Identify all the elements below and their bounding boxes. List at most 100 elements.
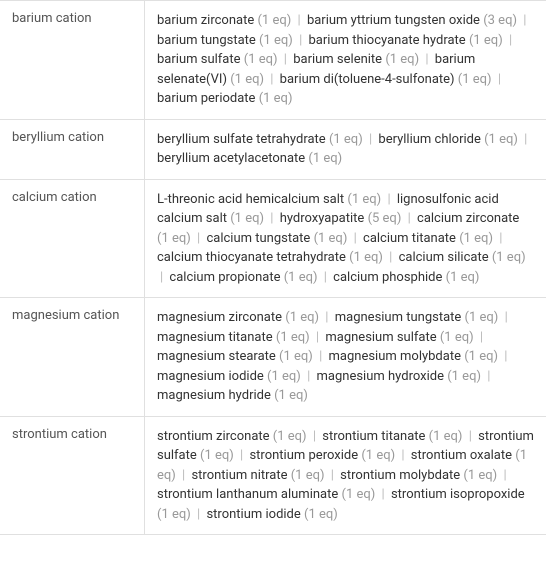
compound-eq: (1 eq) [458, 72, 492, 87]
compound-eq: (1 eq) [361, 448, 395, 463]
separator: | [505, 310, 508, 325]
separator: | [197, 507, 200, 522]
compound-eq: (1 eq) [304, 507, 338, 522]
separator: | [524, 132, 527, 147]
compound-name: hydroxyapatite [280, 211, 365, 226]
compound-eq: (1 eq) [484, 132, 518, 147]
compound-name: calcium phosphide [333, 270, 442, 285]
compounds-cell: barium zirconate (1 eq) | barium yttrium… [145, 1, 546, 119]
separator: | [307, 369, 310, 384]
compound-eq: (1 eq) [447, 369, 481, 384]
compound-eq: (3 eq) [483, 13, 517, 28]
separator: | [469, 429, 472, 444]
separator: | [401, 448, 404, 463]
compound-name: barium tungstate [157, 33, 256, 48]
separator: | [487, 369, 490, 384]
compound-name: barium periodate [157, 91, 255, 106]
compound-eq: (1 eq) [279, 349, 313, 364]
separator: | [480, 330, 483, 345]
separator: | [425, 52, 428, 67]
compound-name: strontium nitrate [191, 468, 287, 483]
table-row: magnesium cationmagnesium zirconate (1 e… [0, 298, 546, 417]
compound-name: magnesium hydride [157, 388, 271, 403]
compound-eq: (5 eq) [368, 211, 402, 226]
compound-name: calcium tungstate [206, 231, 310, 246]
compound-name: calcium titanate [363, 231, 456, 246]
separator: | [331, 468, 334, 483]
separator: | [298, 13, 301, 28]
compound-eq: (1 eq) [273, 429, 307, 444]
separator: | [313, 429, 316, 444]
compound-name: calcium propionate [169, 270, 280, 285]
compound-eq: (1 eq) [274, 388, 308, 403]
separator: | [509, 33, 512, 48]
compound-name: beryllium acetylacetonate [157, 151, 305, 166]
compound-name: strontium zirconate [157, 429, 270, 444]
separator: | [354, 231, 357, 246]
separator: | [316, 330, 319, 345]
compound-eq: (1 eq) [308, 151, 342, 166]
table-row: beryllium cationberyllium sulfate tetrah… [0, 120, 546, 180]
compound-eq: (1 eq) [347, 192, 381, 207]
compound-eq: (1 eq) [492, 250, 526, 265]
compound-eq: (1 eq) [429, 429, 463, 444]
compound-eq: (1 eq) [291, 468, 325, 483]
separator: | [324, 270, 327, 285]
table-row: barium cationbarium zirconate (1 eq) | b… [0, 0, 546, 120]
separator: | [503, 468, 506, 483]
separator: | [504, 349, 507, 364]
separator: | [319, 349, 322, 364]
compound-eq: (1 eq) [329, 132, 363, 147]
separator: | [498, 72, 501, 87]
compound-name: magnesium zirconate [157, 310, 282, 325]
compound-eq: (1 eq) [244, 52, 278, 67]
compound-eq: (1 eq) [157, 507, 191, 522]
compounds-cell: magnesium zirconate (1 eq) | magnesium t… [145, 298, 546, 416]
compound-name: strontium peroxide [249, 448, 358, 463]
compound-eq: (1 eq) [446, 270, 480, 285]
compound-name: beryllium chloride [378, 132, 480, 147]
compound-eq: (1 eq) [259, 91, 293, 106]
compound-name: strontium titanate [322, 429, 425, 444]
compound-eq: (1 eq) [385, 52, 419, 67]
compound-eq: (1 eq) [284, 270, 318, 285]
compound-name: magnesium tungstate [335, 310, 462, 325]
compound-name: barium sulfate [157, 52, 241, 67]
separator: | [387, 192, 390, 207]
separator: | [284, 52, 287, 67]
compound-eq: (1 eq) [469, 33, 503, 48]
compound-name: magnesium stearate [157, 349, 276, 364]
cation-cell: magnesium cation [0, 298, 145, 416]
compounds-cell: L-threonic acid hemicalcium salt (1 eq) … [145, 180, 546, 298]
compound-name: strontium isopropoxide [391, 487, 525, 502]
separator: | [270, 211, 273, 226]
compound-name: strontium iodide [206, 507, 300, 522]
table-row: calcium cationL-threonic acid hemicalciu… [0, 180, 546, 299]
compound-name: strontium lanthanum aluminate [157, 487, 338, 502]
compound-name: barium zirconate [157, 13, 254, 28]
compound-eq: (1 eq) [349, 250, 383, 265]
cation-cell: barium cation [0, 1, 145, 119]
compound-name: magnesium molybdate [329, 349, 461, 364]
compound-name: strontium oxalate [411, 448, 512, 463]
compound-eq: (1 eq) [285, 310, 319, 325]
separator: | [499, 231, 502, 246]
compounds-cell: beryllium sulfate tetrahydrate (1 eq) | … [145, 120, 546, 179]
separator: | [325, 310, 328, 325]
separator: | [160, 270, 163, 285]
table-row: strontium cationstrontium zirconate (1 e… [0, 417, 546, 536]
separator: | [182, 468, 185, 483]
separator: | [389, 250, 392, 265]
compound-eq: (1 eq) [314, 231, 348, 246]
separator: | [408, 211, 411, 226]
separator: | [382, 487, 385, 502]
compound-name: barium selenite [293, 52, 382, 67]
compound-eq: (1 eq) [440, 330, 474, 345]
separator: | [299, 33, 302, 48]
separator: | [270, 72, 273, 87]
compound-eq: (1 eq) [459, 231, 493, 246]
compound-name: strontium molybdate [340, 468, 460, 483]
separator: | [523, 13, 526, 28]
compound-name: calcium zirconate [417, 211, 519, 226]
compound-name: barium di(toluene-4-sulfonate) [280, 72, 455, 87]
